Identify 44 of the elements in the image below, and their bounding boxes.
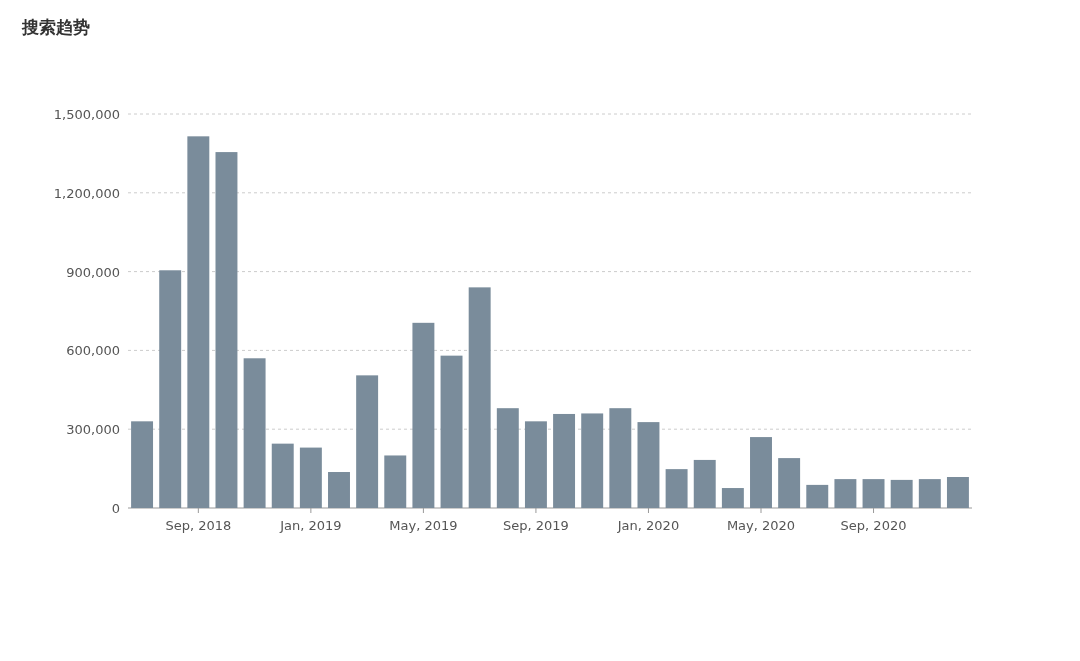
bar — [693, 459, 716, 508]
bar — [243, 358, 266, 508]
bar — [215, 152, 238, 508]
y-tick-label: 1,200,000 — [53, 185, 120, 201]
x-tick-label: Sep, 2019 — [503, 518, 569, 533]
bar — [384, 455, 407, 508]
y-tick-label: 600,000 — [66, 343, 120, 359]
bar — [496, 408, 519, 508]
y-tick-label: 900,000 — [66, 264, 120, 280]
bar — [721, 488, 744, 508]
x-tick-label: Jan, 2019 — [279, 518, 342, 533]
bar — [834, 479, 857, 508]
bar — [806, 484, 829, 508]
bar — [440, 355, 463, 508]
x-tick-label: May, 2020 — [726, 518, 796, 533]
y-tick-label: 0 — [111, 501, 120, 516]
bar — [356, 375, 379, 508]
bar — [581, 413, 604, 508]
y-tick-label: 300,000 — [66, 422, 120, 438]
bar — [299, 447, 322, 508]
x-tick-label: Sep, 2020 — [840, 518, 907, 533]
bar — [750, 437, 772, 508]
bar — [328, 472, 350, 508]
bar — [412, 322, 435, 508]
bar — [918, 479, 941, 508]
bar — [271, 443, 294, 508]
x-tick-label: May, 2019 — [389, 518, 458, 533]
bar — [609, 408, 632, 508]
x-tick-label: Sep, 2018 — [165, 518, 232, 533]
chart-title: 搜索趋势 — [21, 17, 90, 37]
bar — [637, 422, 660, 508]
bar — [946, 477, 969, 508]
bar — [862, 479, 885, 508]
bar — [159, 270, 182, 508]
bar — [131, 421, 154, 508]
bar — [778, 458, 801, 508]
bar — [468, 287, 491, 508]
bar — [553, 413, 576, 508]
x-tick-label: Jan, 2020 — [616, 518, 680, 533]
bar — [187, 136, 210, 508]
bar — [524, 421, 547, 508]
bar — [890, 479, 913, 508]
y-tick-label: 1,500,000 — [53, 107, 120, 122]
bar — [665, 469, 688, 508]
